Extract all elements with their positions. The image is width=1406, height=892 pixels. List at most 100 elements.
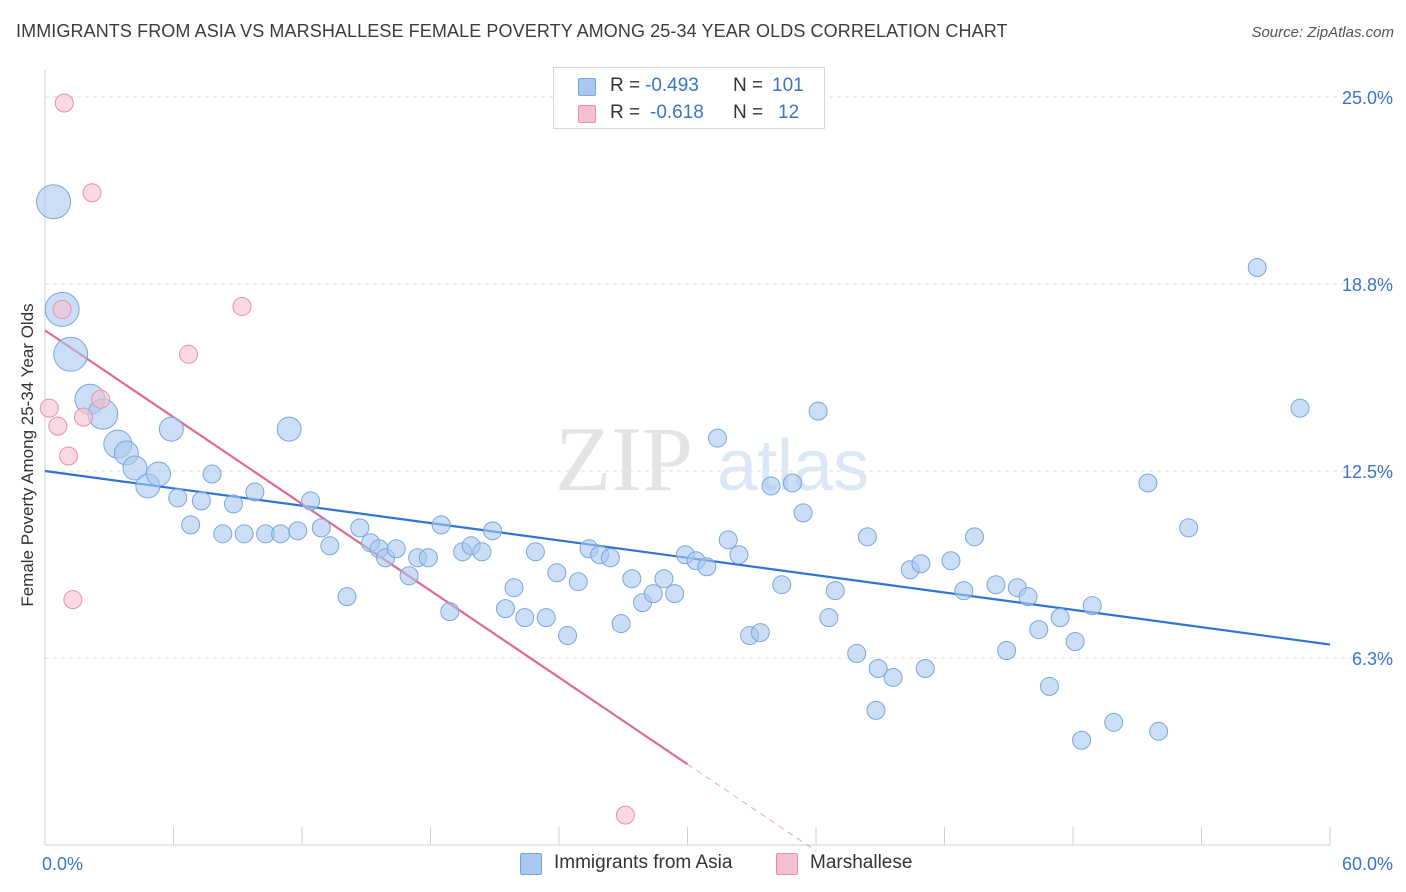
- marshallese-point: [74, 407, 94, 427]
- asia-point: [320, 536, 340, 556]
- asia-point: [1247, 258, 1267, 278]
- x-tick-label: 60.0%: [1342, 854, 1393, 874]
- asia-point: [825, 581, 845, 601]
- asia-point: [1104, 712, 1124, 732]
- asia-point: [654, 569, 674, 589]
- asia-point: [213, 524, 233, 544]
- marshallese-point: [52, 299, 72, 319]
- asia-point: [418, 548, 438, 568]
- asia-point: [1039, 676, 1059, 696]
- asia-point: [223, 494, 243, 514]
- source-label: Source: ZipAtlas.com: [1251, 24, 1394, 41]
- asia-point: [288, 521, 308, 541]
- asia-point: [819, 608, 839, 628]
- asia-point: [611, 614, 631, 634]
- asia-point: [276, 416, 302, 442]
- asia-point: [431, 515, 451, 535]
- legend-n-value: 101: [772, 75, 804, 96]
- asia-point: [761, 476, 781, 496]
- marshallese-point: [615, 805, 635, 825]
- asia-point: [168, 488, 188, 508]
- legend-swatch-marshallese: [578, 105, 596, 123]
- asia-point: [707, 428, 727, 448]
- asia-point: [915, 658, 935, 678]
- asia-point: [158, 416, 184, 442]
- marshallese-point: [232, 296, 252, 316]
- asia-point: [36, 184, 72, 220]
- marshallese-point: [48, 416, 68, 436]
- bottom-legend-swatch-marshallese: [776, 853, 798, 875]
- asia-point: [399, 566, 419, 586]
- legend-n-label: N =: [733, 102, 764, 123]
- marshallese-point: [82, 183, 102, 203]
- asia-point: [202, 464, 222, 484]
- asia-point: [941, 551, 961, 571]
- y-tick-label: 12.5%: [1342, 462, 1393, 482]
- asia-point: [483, 521, 503, 541]
- asia-point: [495, 599, 515, 619]
- marshallese-point: [63, 590, 83, 610]
- watermark-zip: ZIP: [555, 408, 693, 510]
- asia-point: [536, 608, 556, 628]
- asia-point: [697, 557, 717, 577]
- asia-point: [1050, 608, 1070, 628]
- asia-point: [857, 527, 877, 547]
- asia-point: [337, 587, 357, 607]
- asia-point: [868, 658, 888, 678]
- asia-point: [954, 581, 974, 601]
- asia-point: [718, 530, 738, 550]
- legend-r-value: -0.618: [650, 102, 704, 123]
- bottom-legend-label-asia: Immigrants from Asia: [554, 852, 733, 873]
- asia-point: [515, 608, 535, 628]
- chart-title: IMMIGRANTS FROM ASIA VS MARSHALLESE FEMA…: [16, 21, 1008, 41]
- legend-n-value: 12: [778, 102, 800, 123]
- asia-point: [1290, 398, 1310, 418]
- asia-point: [53, 336, 89, 372]
- asia-point: [1179, 518, 1199, 538]
- asia-point: [964, 527, 984, 547]
- asia-point: [181, 515, 201, 535]
- asia-point: [1018, 587, 1038, 607]
- asia-point: [986, 575, 1006, 595]
- asia-point: [386, 539, 406, 559]
- asia-point: [311, 518, 331, 538]
- asia-point: [729, 545, 749, 565]
- marshallese-point: [178, 344, 198, 364]
- asia-point: [271, 524, 291, 544]
- legend-n-label: N =: [733, 75, 764, 96]
- asia-point: [1072, 730, 1092, 750]
- bottom-legend-asia: Immigrants from Asia: [520, 852, 760, 876]
- asia-point: [350, 518, 370, 538]
- asia-point: [622, 569, 642, 589]
- asia-point: [301, 491, 321, 511]
- y-tick-label: 18.8%: [1342, 275, 1393, 295]
- x-tick-label: 0.0%: [42, 854, 83, 874]
- asia-point: [808, 401, 828, 421]
- asia-point: [525, 542, 545, 562]
- asia-point: [866, 700, 886, 720]
- y-tick-label: 6.3%: [1352, 649, 1393, 669]
- asia-point: [146, 461, 172, 487]
- asia-point: [122, 455, 148, 481]
- asia-point: [883, 667, 903, 687]
- marshallese-point: [39, 398, 59, 418]
- grid-lines: [45, 96, 1392, 659]
- asia-point: [750, 623, 770, 643]
- marshallese-point: [59, 446, 79, 466]
- asia-point: [1138, 473, 1158, 493]
- asia-point: [1149, 721, 1169, 741]
- asia-point: [568, 572, 588, 592]
- asia-point: [245, 482, 265, 502]
- asia-point: [1082, 596, 1102, 616]
- tick-labels: 25.0% 18.8% 12.5% 6.3% 0.0% 60.0%: [42, 88, 1393, 874]
- legend-swatch-asia: [578, 78, 596, 96]
- legend-r-label: R =: [610, 75, 641, 96]
- asia-point: [911, 554, 931, 574]
- marshallese-point: [54, 93, 74, 113]
- axes: [44, 70, 1331, 846]
- asia-point: [1065, 632, 1085, 652]
- asia-point: [558, 626, 578, 646]
- data-points: [36, 93, 1310, 825]
- y-axis-label: Female Poverty Among 25-34 Year Olds: [18, 303, 37, 607]
